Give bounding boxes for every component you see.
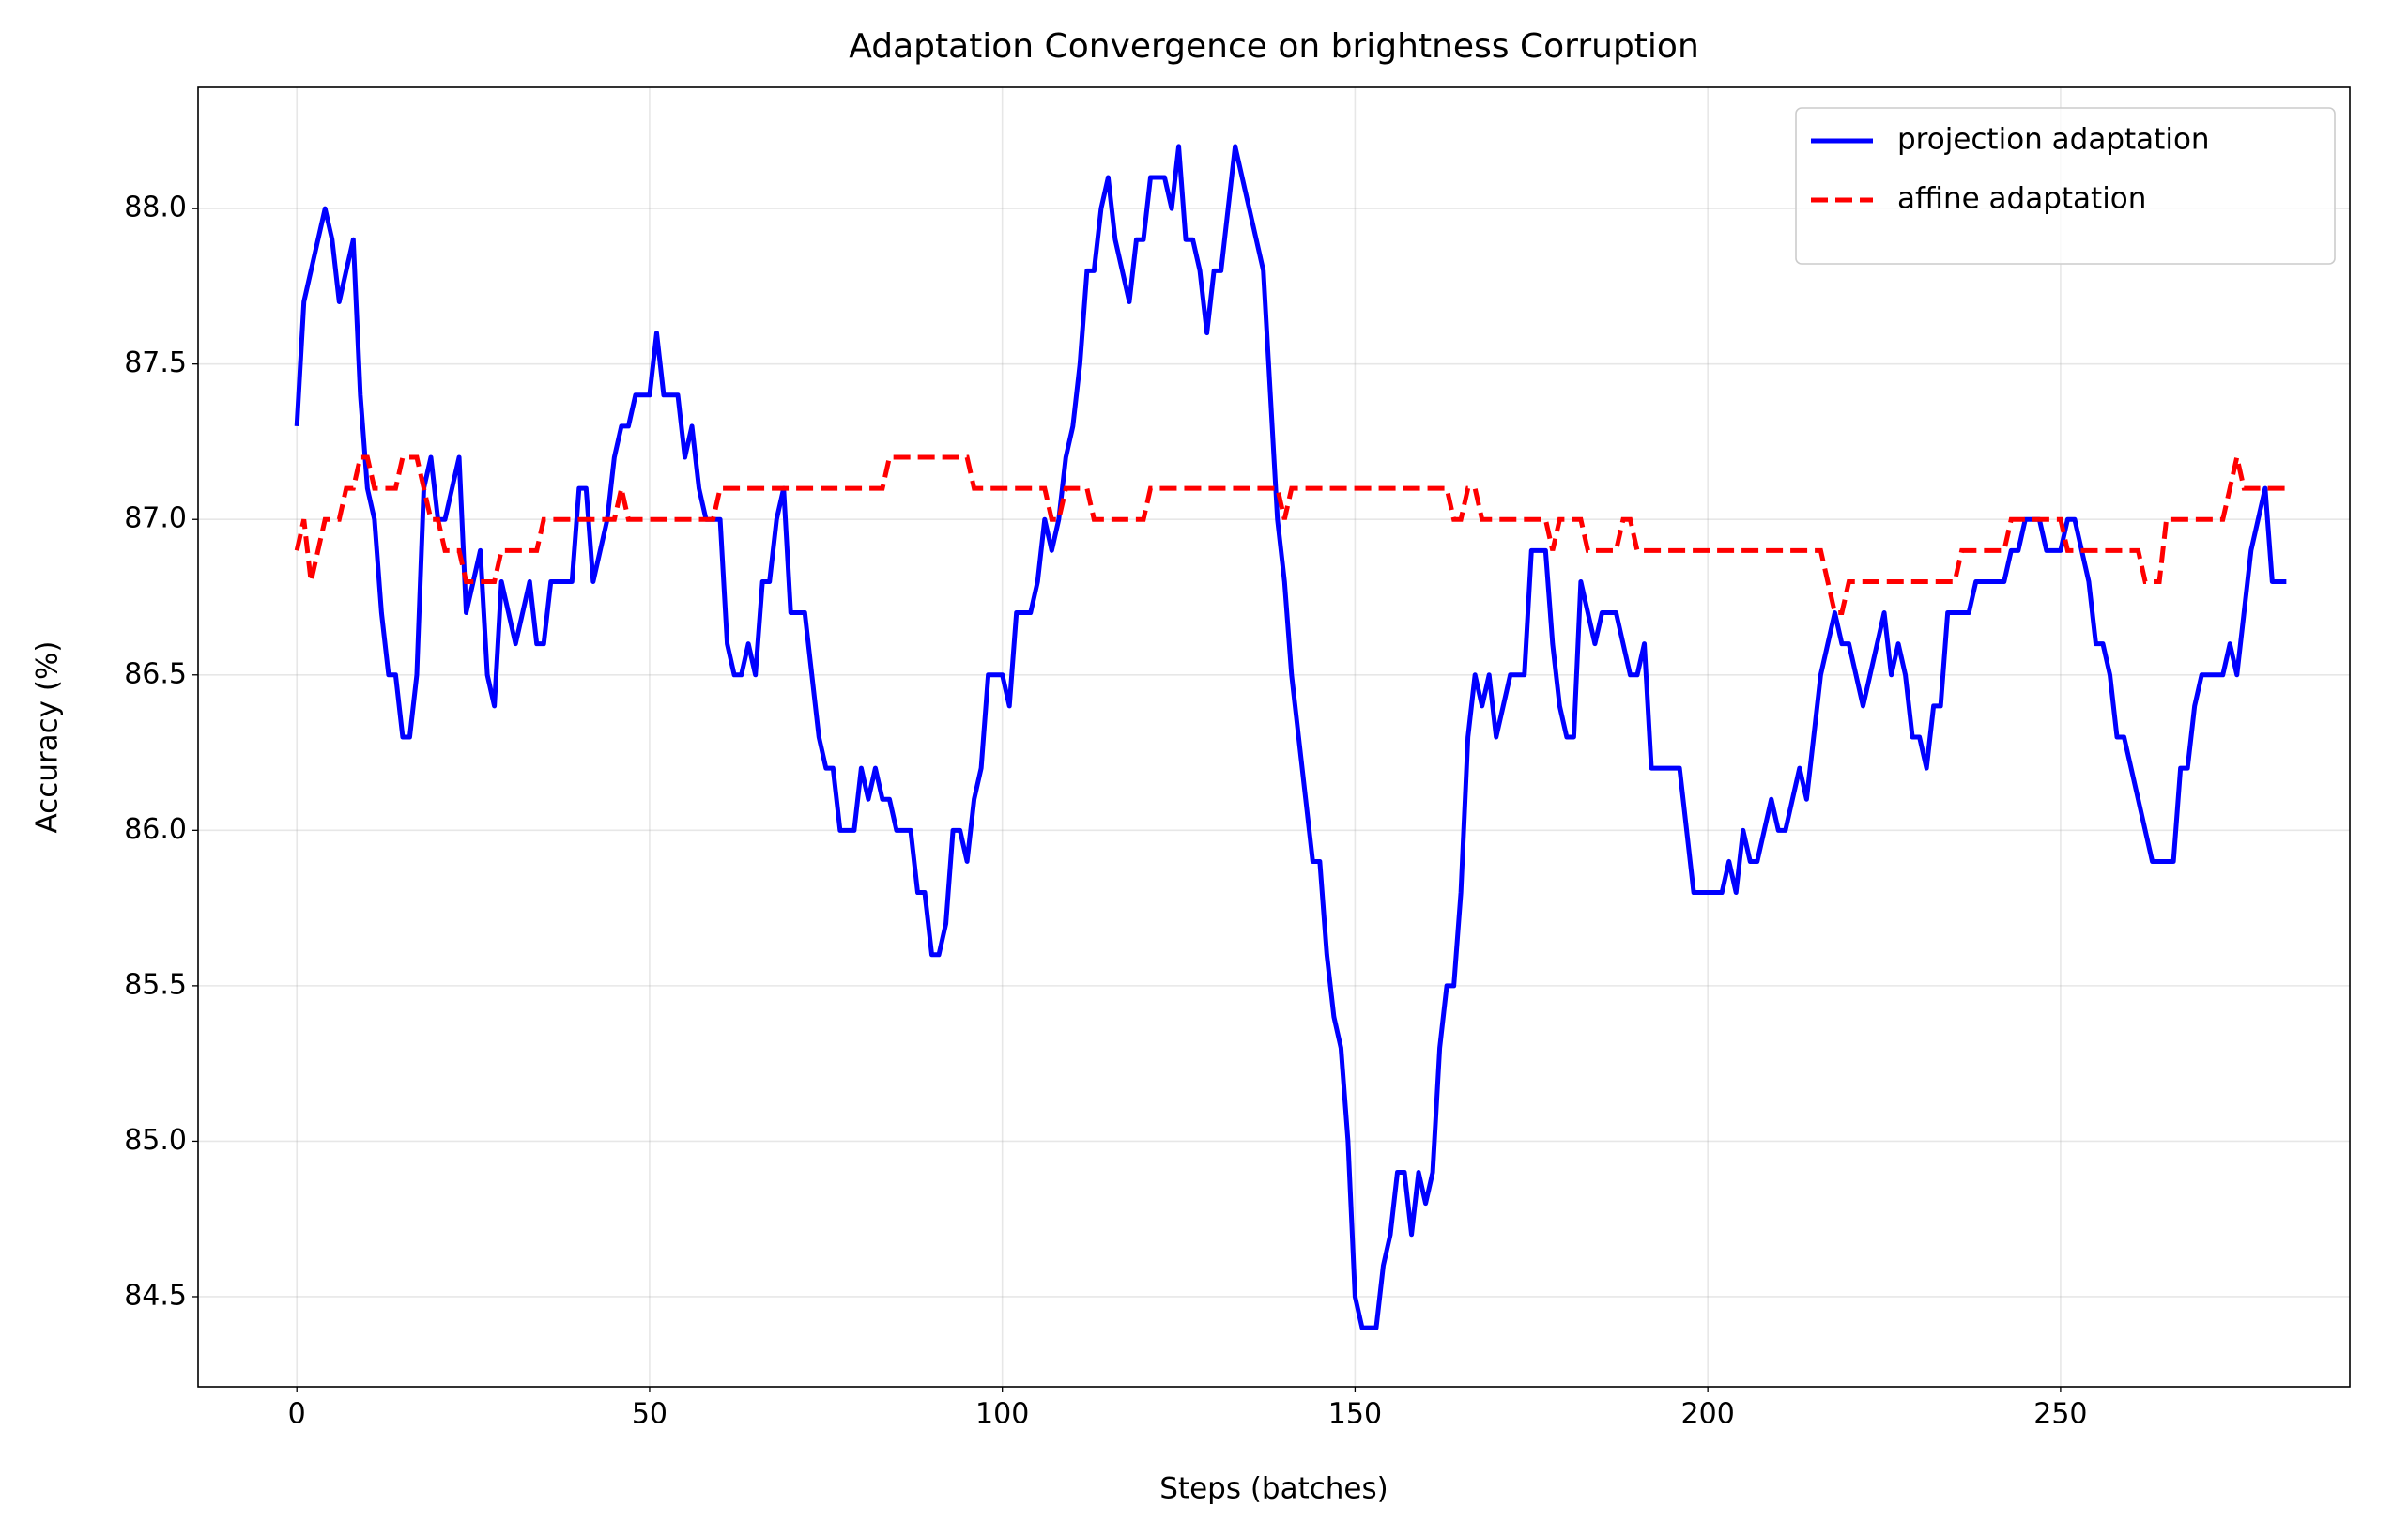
x-tick-label: 50 bbox=[632, 1398, 667, 1431]
y-tick-label: 85.5 bbox=[124, 968, 187, 1001]
y-tick-label: 87.0 bbox=[124, 502, 187, 535]
legend-label: affine adaptation bbox=[1897, 182, 2146, 216]
series-line bbox=[294, 454, 2287, 616]
x-tick-label: 250 bbox=[2033, 1398, 2087, 1431]
y-tick-label: 88.0 bbox=[124, 192, 187, 224]
legend-label: projection adaptation bbox=[1897, 123, 2210, 157]
series-line bbox=[294, 144, 2287, 1330]
x-tick-label: 100 bbox=[975, 1398, 1029, 1431]
y-tick-label: 86.0 bbox=[124, 813, 187, 846]
x-tick-label: 0 bbox=[288, 1398, 306, 1431]
x-tick-label: 200 bbox=[1681, 1398, 1735, 1431]
y-tick-label: 85.0 bbox=[124, 1124, 187, 1157]
legend-box bbox=[1795, 107, 2336, 265]
y-tick-label: 86.5 bbox=[124, 657, 187, 690]
y-tick-label: 84.5 bbox=[124, 1279, 187, 1312]
chart-title: Adaptation Convergence on brightness Cor… bbox=[849, 27, 1699, 66]
x-tick-label: 150 bbox=[1328, 1398, 1382, 1431]
plot-frame bbox=[197, 86, 2351, 1388]
y-tick-label: 87.5 bbox=[124, 346, 187, 379]
x-axis-label: Steps (batches) bbox=[1159, 1472, 1388, 1506]
y-axis-label: Accuracy (%) bbox=[31, 640, 65, 833]
